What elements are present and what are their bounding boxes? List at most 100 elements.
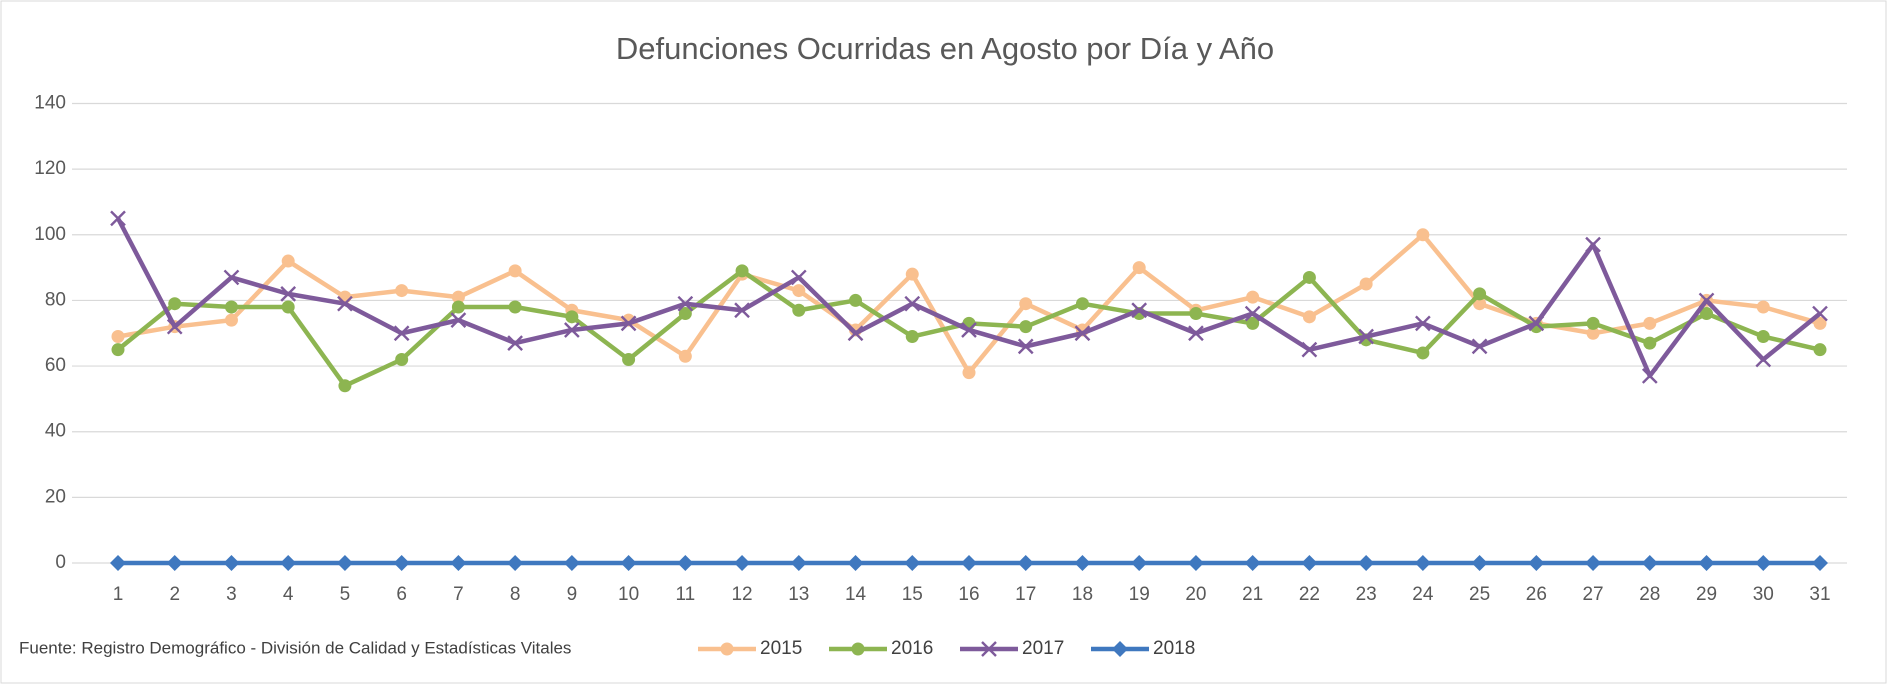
x-tick-label: 31 [1809, 584, 1830, 605]
point [224, 300, 238, 314]
legend-item: 2015 [698, 638, 802, 659]
point [1301, 555, 1318, 571]
point [1019, 297, 1033, 311]
x-tick-label: 5 [340, 584, 351, 605]
point [507, 335, 523, 351]
x-tick-label: 22 [1299, 584, 1320, 605]
point [678, 307, 692, 321]
point [508, 300, 522, 314]
point [962, 366, 976, 380]
x-tick-label: 28 [1639, 584, 1660, 605]
point [1414, 555, 1431, 571]
point [111, 330, 125, 344]
y-tick-label: 120 [34, 158, 66, 179]
y-tick-label: 60 [45, 355, 66, 376]
point [1132, 261, 1146, 275]
point [1755, 351, 1772, 368]
x-tick-label: 8 [510, 584, 521, 605]
point [393, 325, 410, 342]
point [677, 555, 694, 571]
point [1586, 326, 1600, 340]
point [564, 322, 580, 338]
point [904, 295, 921, 312]
point [281, 254, 295, 268]
x-tick-label: 16 [958, 584, 979, 605]
point [961, 322, 977, 338]
point [904, 555, 921, 571]
y-tick-label: 40 [45, 421, 66, 442]
point [981, 641, 997, 657]
x-tick-label: 18 [1072, 584, 1093, 605]
point [1416, 346, 1430, 360]
point [1358, 328, 1374, 345]
point [847, 325, 864, 342]
point [1698, 292, 1715, 309]
point [281, 300, 295, 314]
x-tick-label: 15 [902, 584, 923, 605]
x-tick-label: 27 [1582, 584, 1603, 605]
point [790, 269, 807, 286]
point [224, 313, 238, 327]
x-tick-label: 4 [283, 584, 294, 605]
point [622, 353, 636, 367]
point [1075, 297, 1089, 311]
point [1415, 315, 1431, 332]
point [168, 297, 182, 311]
point [1187, 555, 1204, 571]
x-tick-label: 6 [396, 584, 407, 605]
point [563, 555, 580, 571]
point [1019, 320, 1033, 334]
point [905, 330, 919, 344]
point [1131, 302, 1148, 319]
point [451, 290, 465, 304]
point [1700, 307, 1714, 321]
point [851, 642, 865, 656]
point [451, 300, 465, 314]
point [1358, 555, 1375, 571]
legend-label: 2016 [891, 638, 933, 659]
x-tick-label: 25 [1469, 584, 1490, 605]
point [720, 642, 734, 656]
point [1473, 287, 1487, 301]
legend-item: 2017 [960, 638, 1064, 659]
point [1755, 555, 1772, 571]
x-tick-label: 3 [226, 584, 237, 605]
point [1471, 338, 1488, 355]
point [1244, 305, 1261, 322]
source-note: Fuente: Registro Demográfico - División … [19, 638, 571, 657]
point [734, 302, 750, 319]
point [280, 286, 297, 302]
legend-label: 2017 [1022, 638, 1064, 659]
legend-label: 2018 [1153, 638, 1195, 659]
point [1585, 555, 1602, 571]
point [1189, 307, 1203, 321]
legend-label: 2015 [760, 638, 802, 659]
point [450, 312, 467, 328]
point [1246, 316, 1260, 330]
x-tick-label: 17 [1015, 584, 1036, 605]
legend-item: 2018 [1091, 638, 1195, 659]
point [336, 555, 353, 571]
x-tick-label: 19 [1129, 584, 1150, 605]
point [1643, 316, 1657, 330]
point [337, 295, 353, 312]
point [678, 349, 692, 363]
x-tick-label: 21 [1242, 584, 1263, 605]
point [1074, 325, 1091, 342]
y-tick-label: 80 [45, 289, 66, 310]
chart-title: Defunciones Ocurridas en Agosto por Día … [616, 31, 1274, 66]
x-tick-label: 12 [731, 584, 752, 605]
point [1586, 316, 1600, 330]
point [1813, 316, 1827, 330]
point [1528, 555, 1545, 571]
point [847, 555, 864, 571]
point [1017, 555, 1034, 571]
point [110, 210, 126, 227]
point [1416, 228, 1430, 242]
x-tick-label: 10 [618, 584, 639, 605]
point [280, 555, 297, 571]
x-tick-label: 7 [453, 584, 464, 605]
point [790, 555, 807, 571]
